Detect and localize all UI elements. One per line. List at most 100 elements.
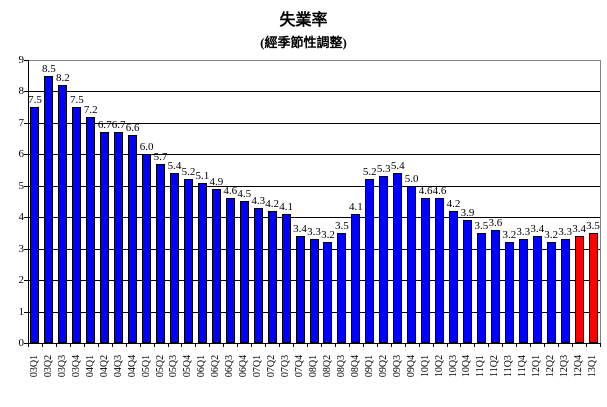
x-axis-label: 13Q1 [587, 354, 599, 378]
x-axis-label: 12Q4 [573, 354, 585, 378]
bar-05Q4 [184, 179, 193, 343]
y-axis-line [28, 60, 29, 344]
y-axis-label: 3 [18, 243, 25, 255]
bar-08Q2 [323, 242, 332, 343]
bar-value-label: 3.9 [460, 207, 475, 219]
x-axis-label: 03Q1 [28, 354, 40, 378]
x-axis-label: 05Q4 [182, 354, 194, 378]
bar-value-label: 4.2 [446, 198, 461, 210]
bar-10Q2 [435, 198, 444, 343]
x-axis-tick [209, 343, 210, 347]
bar-07Q2 [268, 211, 277, 343]
x-axis-label: 08Q1 [308, 354, 319, 378]
x-axis-tick [98, 343, 99, 347]
bar-04Q1 [86, 117, 95, 343]
y-axis-tick [24, 60, 28, 61]
bar-value-label: 6.6 [125, 122, 140, 134]
bar-value-label: 5.4 [390, 160, 405, 172]
x-axis-tick [377, 343, 378, 347]
x-axis-label: 10Q1 [419, 354, 431, 378]
bar-08Q1 [310, 239, 319, 343]
x-axis-label: 05Q2 [154, 354, 166, 378]
x-axis-tick [237, 343, 238, 347]
y-axis-tick [24, 154, 28, 155]
bar-05Q2 [156, 164, 165, 343]
bar-value-label: 4.9 [209, 176, 224, 188]
plot-frame-right [600, 60, 601, 344]
x-axis-label: 06Q4 [238, 354, 250, 378]
bar-06Q3 [226, 198, 235, 343]
x-axis-tick [530, 343, 531, 347]
x-axis-tick [502, 343, 503, 347]
y-axis-label: 2 [18, 274, 25, 286]
bar-value-label: 7.2 [83, 104, 98, 116]
x-axis-label: 06Q2 [210, 354, 222, 378]
bar-value-label: 3.2 [544, 229, 559, 241]
bar-value-label: 3.4 [530, 223, 545, 235]
x-axis-label: 10Q4 [461, 354, 473, 378]
x-axis-label: 09Q1 [363, 354, 375, 378]
bar-value-label: 6.7 [97, 119, 112, 131]
x-axis-tick [307, 343, 308, 347]
x-axis-label: 06Q1 [196, 354, 208, 378]
bar-value-label: 5.3 [376, 163, 391, 175]
bar-value-label: 7.5 [28, 94, 42, 106]
x-axis-label: 07Q2 [266, 354, 278, 378]
bar-09Q1 [365, 179, 374, 343]
x-axis-label: 04Q2 [98, 354, 110, 378]
bar-10Q3 [449, 211, 458, 343]
x-axis-label: 10Q2 [433, 354, 445, 378]
x-axis-tick [251, 343, 252, 347]
gridline [28, 91, 600, 92]
x-axis-label: 12Q1 [531, 354, 543, 378]
x-axis-label: 08Q2 [321, 354, 333, 378]
gridline [28, 217, 600, 218]
bar-06Q2 [212, 189, 221, 343]
x-axis-label: 07Q3 [280, 354, 292, 378]
bar-value-label: 5.2 [181, 166, 196, 178]
x-axis-tick [474, 343, 475, 347]
x-axis-tick [516, 343, 517, 347]
x-axis-tick [112, 343, 113, 347]
x-axis-label: 07Q1 [252, 354, 264, 378]
bar-03Q3 [58, 85, 67, 343]
bar-08Q3 [337, 233, 346, 343]
x-axis-tick [181, 343, 182, 347]
x-axis-tick [28, 343, 29, 347]
y-axis-label: 5 [18, 180, 25, 192]
y-axis-label: 0 [18, 337, 25, 349]
chart-subtitle: (經季節性調整) [260, 35, 347, 50]
x-axis-label: 08Q4 [349, 354, 361, 378]
bar-value-label: 4.5 [237, 188, 252, 200]
x-axis-tick [349, 343, 350, 347]
x-axis-label: 10Q3 [447, 354, 459, 378]
bar-value-label: 5.4 [167, 160, 182, 172]
bar-value-label: 3.5 [474, 220, 489, 232]
bar-03Q1 [30, 107, 39, 343]
x-axis-tick [572, 343, 573, 347]
x-axis-tick [586, 343, 587, 347]
bar-10Q4 [463, 220, 472, 343]
x-axis-tick [265, 343, 266, 347]
x-axis-tick [70, 343, 71, 347]
x-axis-tick [363, 343, 364, 347]
y-axis-tick [24, 343, 28, 344]
y-axis-label: 9 [18, 54, 25, 66]
x-axis-label: 11Q1 [475, 355, 487, 377]
gridline [28, 154, 600, 155]
x-axis-label: 08Q3 [335, 354, 347, 378]
x-axis-tick [168, 343, 169, 347]
y-axis-label: 8 [18, 85, 25, 97]
bar-12Q4 [575, 236, 584, 343]
chart-title: 失業率 [279, 12, 328, 29]
bar-11Q2 [491, 230, 500, 343]
bar-value-label: 3.2 [502, 229, 517, 241]
bar-04Q2 [100, 132, 109, 343]
x-axis-tick [558, 343, 559, 347]
x-axis-tick [223, 343, 224, 347]
bar-value-label: 8.5 [42, 63, 56, 75]
bar-09Q2 [379, 176, 388, 343]
bar-value-label: 6.0 [139, 141, 154, 153]
y-axis-tick [24, 91, 28, 92]
y-axis-label: 7 [18, 117, 25, 129]
